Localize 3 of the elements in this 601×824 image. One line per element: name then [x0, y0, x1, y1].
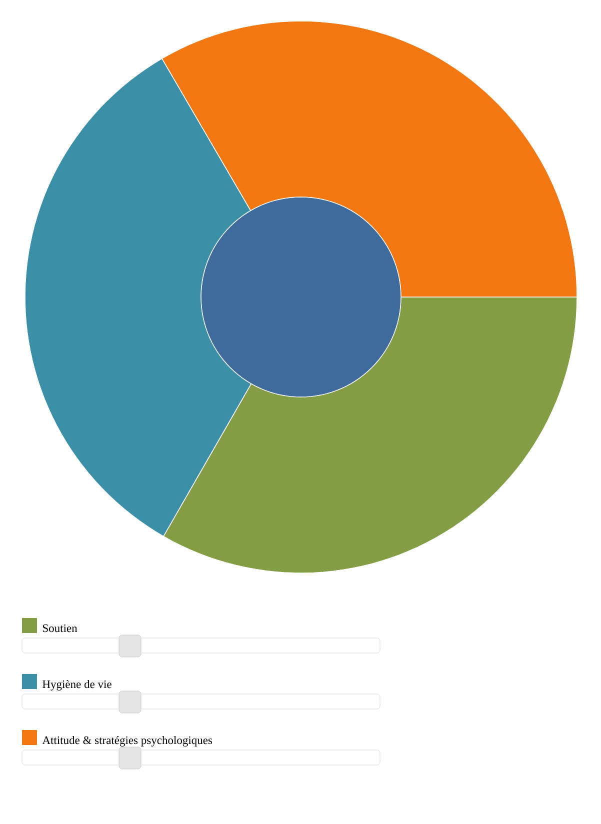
legend-label: Attitude & stratégies psychologiques — [42, 736, 212, 746]
legend-label: Hygiène de vie — [42, 680, 112, 690]
legend-label: Soutien — [42, 624, 78, 632]
